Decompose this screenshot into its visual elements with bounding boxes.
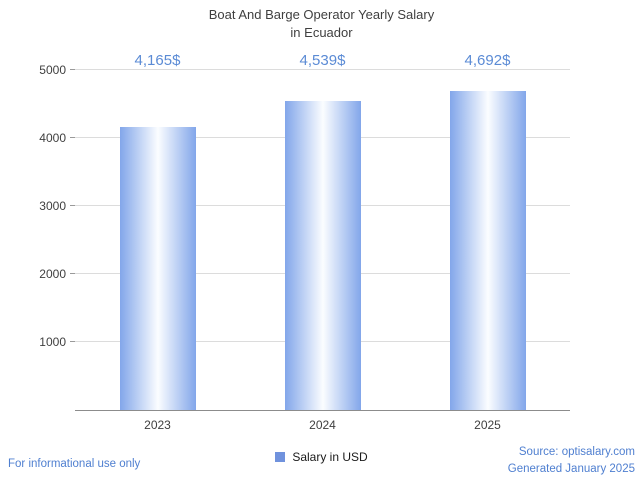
- bar: [284, 101, 361, 410]
- bar: [119, 126, 196, 410]
- legend: Salary in USD: [0, 450, 643, 464]
- footer-disclaimer: For informational use only: [8, 458, 141, 470]
- bar-slot: [405, 70, 570, 410]
- gridline: [75, 69, 570, 70]
- legend-label: Salary in USD: [292, 450, 368, 464]
- y-tick-mark: [70, 205, 75, 206]
- footer-source-block: Source: optisalary.com Generated January…: [508, 444, 635, 477]
- plot-area: [70, 69, 570, 411]
- bars: [75, 70, 570, 410]
- source-link[interactable]: Source: optisalary.com: [518, 446, 635, 458]
- x-tick-label: 2023: [144, 418, 171, 432]
- generated-date: Generated January 2025: [507, 462, 635, 475]
- y-tick-label: 3000: [39, 199, 66, 213]
- bar-slot: [240, 70, 405, 410]
- y-tick-label: 2000: [39, 267, 66, 281]
- y-tick-label: 1000: [39, 335, 66, 349]
- y-tick-mark: [70, 341, 75, 342]
- bar: [449, 90, 526, 410]
- x-axis-labels: 2023 2024 2025: [75, 418, 570, 432]
- y-tick-mark: [70, 69, 75, 70]
- y-tick-label: 5000: [39, 63, 66, 77]
- bar-value-label: 4,692$: [464, 52, 511, 69]
- bar-value-labels: 4,165$ 4,539$ 4,692$: [75, 52, 570, 69]
- y-tick-mark: [70, 273, 75, 274]
- x-tick-label: 2024: [309, 418, 336, 432]
- bar-slot: [75, 70, 240, 410]
- chart-title-line1: Boat And Barge Operator Yearly Salary: [208, 7, 435, 22]
- y-tick-label: 4000: [39, 131, 66, 145]
- bar-value-label: 4,539$: [299, 52, 346, 69]
- x-tick-label: 2025: [474, 418, 501, 432]
- bar-value-label: 4,165$: [134, 52, 181, 69]
- chart-title: Boat And Barge Operator Yearly Salary in…: [0, 6, 643, 41]
- legend-swatch-icon: [275, 452, 286, 462]
- y-tick-mark: [70, 137, 75, 138]
- chart-title-line2: in Ecuador: [290, 24, 353, 40]
- y-axis-labels: 1000 2000 3000 4000 5000: [0, 63, 66, 410]
